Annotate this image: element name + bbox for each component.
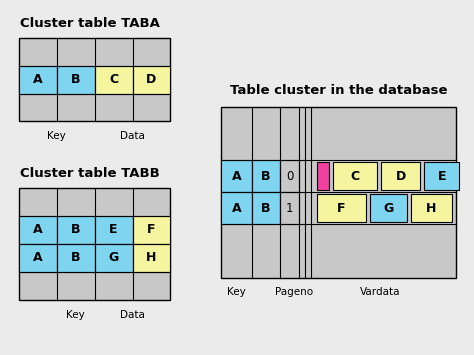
Bar — [19, 38, 170, 121]
Text: Key: Key — [66, 310, 85, 320]
Bar — [95, 66, 133, 94]
Text: G: G — [383, 202, 393, 215]
Text: H: H — [146, 251, 156, 264]
Bar — [95, 216, 133, 244]
Text: F: F — [147, 223, 155, 236]
Bar — [253, 160, 280, 192]
Bar — [410, 194, 452, 223]
Bar — [57, 216, 95, 244]
Text: Data: Data — [120, 131, 145, 141]
Text: D: D — [146, 73, 156, 86]
Text: B: B — [71, 251, 81, 264]
Text: H: H — [426, 202, 437, 215]
Bar — [221, 160, 253, 192]
Text: 1: 1 — [286, 202, 293, 215]
Text: F: F — [337, 202, 346, 215]
Bar — [57, 66, 95, 94]
Bar — [221, 192, 253, 224]
Text: Pageno: Pageno — [275, 288, 313, 297]
Text: 0: 0 — [286, 170, 293, 182]
Bar — [317, 194, 366, 223]
Text: B: B — [261, 170, 271, 182]
Text: Vardata: Vardata — [360, 288, 401, 297]
Text: C: C — [109, 73, 118, 86]
Text: A: A — [33, 73, 43, 86]
Text: B: B — [71, 73, 81, 86]
Bar — [424, 162, 459, 190]
Text: B: B — [261, 202, 271, 215]
Text: Data: Data — [120, 310, 145, 320]
Bar — [19, 244, 57, 272]
Text: B: B — [71, 223, 81, 236]
Text: Cluster table TABB: Cluster table TABB — [20, 167, 160, 180]
Text: Key: Key — [47, 131, 66, 141]
Bar — [253, 192, 280, 224]
Bar — [133, 244, 170, 272]
Bar — [221, 107, 456, 278]
Text: D: D — [396, 170, 406, 182]
Text: E: E — [438, 170, 446, 182]
Bar — [280, 192, 299, 224]
Bar — [382, 162, 420, 190]
Bar — [317, 162, 328, 190]
Bar — [19, 188, 170, 300]
Text: Key: Key — [228, 288, 246, 297]
Text: Cluster table TABA: Cluster table TABA — [20, 17, 160, 31]
Text: A: A — [33, 251, 43, 264]
Text: E: E — [109, 223, 118, 236]
Bar — [95, 244, 133, 272]
Bar — [280, 160, 299, 192]
Bar — [333, 162, 377, 190]
Bar — [133, 66, 170, 94]
Bar — [133, 216, 170, 244]
Bar — [19, 216, 57, 244]
Text: C: C — [350, 170, 360, 182]
Bar — [57, 244, 95, 272]
Text: A: A — [232, 170, 242, 182]
Bar — [19, 66, 57, 94]
Bar — [370, 194, 407, 223]
Text: A: A — [33, 223, 43, 236]
Text: G: G — [109, 251, 118, 264]
Text: Table cluster in the database: Table cluster in the database — [229, 84, 447, 97]
Text: A: A — [232, 202, 242, 215]
